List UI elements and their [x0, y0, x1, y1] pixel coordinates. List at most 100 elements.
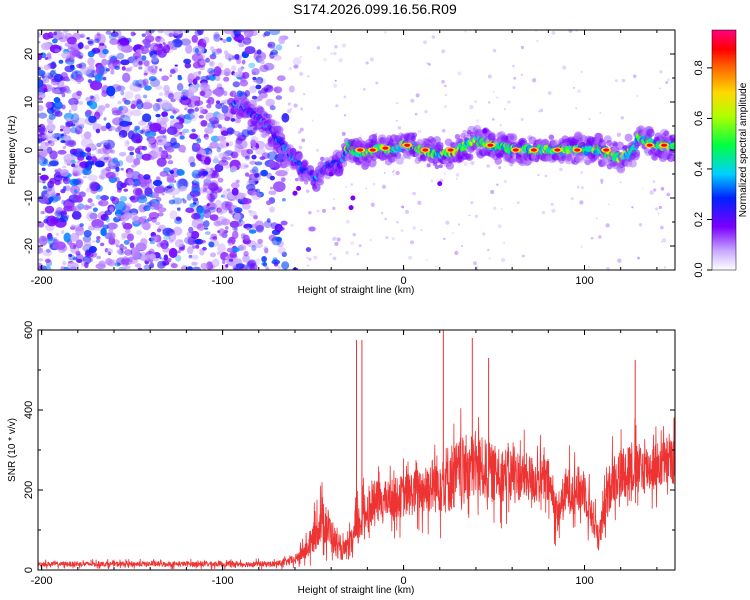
- speckle: [550, 202, 554, 206]
- speckle: [541, 210, 546, 215]
- noise-blob: [199, 54, 205, 60]
- noise-blob: [70, 127, 77, 134]
- noise-blob: [277, 246, 286, 255]
- noise-blob: [60, 230, 65, 234]
- noise-blob: [49, 243, 54, 248]
- noise-blob: [234, 226, 238, 231]
- noise-blob: [141, 128, 146, 133]
- noise-blob: [64, 76, 70, 82]
- noise-blob: [49, 44, 62, 54]
- speckle: [463, 161, 468, 166]
- noise-blob: [143, 60, 150, 67]
- chart-title: S174.2026.099.16.56.R09: [293, 1, 457, 17]
- noise-blob: [259, 64, 269, 73]
- noise-blob: [170, 98, 176, 103]
- noise-blob: [179, 131, 183, 135]
- noise-blob: [177, 76, 183, 81]
- noise-blob: [66, 36, 77, 45]
- noise-blob: [130, 31, 136, 37]
- noise-blob: [265, 98, 275, 107]
- speckle: [417, 200, 422, 205]
- speckle: [486, 164, 490, 168]
- speckle: [659, 70, 663, 74]
- noise-blob: [64, 159, 72, 165]
- spectrogram-ylabel: Frequency (Hz): [7, 116, 18, 185]
- noise-blob: [61, 92, 66, 98]
- noise-blob: [243, 223, 253, 229]
- noise-blob: [213, 155, 219, 160]
- speckle: [345, 250, 349, 255]
- speckle: [359, 135, 362, 138]
- noise-blob: [217, 62, 224, 69]
- noise-blob: [156, 157, 167, 167]
- noise-blob: [210, 69, 215, 73]
- noise-blob: [38, 157, 49, 167]
- noise-blob: [99, 42, 105, 47]
- noise-blob: [211, 120, 220, 129]
- speckle: [369, 57, 374, 62]
- noise-blob: [198, 70, 202, 75]
- speckle: [395, 119, 398, 122]
- noise-blob: [79, 33, 86, 39]
- noise-blob: [249, 151, 253, 155]
- speckle: [642, 187, 644, 190]
- speckle: [492, 90, 495, 93]
- speckle: [638, 223, 643, 227]
- noise-blob: [68, 97, 79, 106]
- noise-blob: [263, 62, 275, 71]
- speckle: [334, 44, 338, 49]
- noise-blob: [117, 160, 124, 167]
- speckle: [614, 79, 618, 82]
- noise-blob: [118, 135, 123, 139]
- noise-blob: [47, 180, 55, 189]
- noise-blob: [39, 174, 49, 181]
- speckle: [595, 217, 598, 220]
- noise-blob: [40, 211, 45, 215]
- noise-blob: [166, 174, 175, 183]
- noise-blob: [38, 235, 48, 246]
- snr-ytick-label: 0: [23, 567, 35, 573]
- speckle: [362, 87, 366, 91]
- noise-blob: [123, 188, 129, 192]
- noise-blob: [102, 48, 109, 55]
- speckle: [464, 30, 467, 33]
- noise-blob: [199, 109, 206, 114]
- noise-blob: [53, 101, 63, 110]
- noise-blob: [119, 243, 125, 251]
- noise-blob: [216, 251, 222, 255]
- noise-blob: [209, 252, 217, 258]
- ridge-halo: [606, 163, 613, 170]
- speckle: [396, 102, 399, 105]
- speckle: [637, 256, 640, 260]
- noise-blob: [114, 262, 121, 267]
- noise-blob: [236, 208, 241, 214]
- noise-blob: [55, 47, 59, 51]
- noise-blob: [158, 212, 164, 217]
- speckle: [307, 75, 310, 78]
- noise-blob: [68, 50, 76, 59]
- speckle: [599, 112, 602, 114]
- noise-blob: [203, 227, 209, 230]
- noise-blob: [176, 207, 181, 211]
- ridge-halo: [320, 156, 325, 162]
- speckle: [544, 174, 548, 178]
- ridge-halo: [624, 133, 633, 142]
- speckle: [497, 224, 502, 229]
- noise-blob: [191, 186, 201, 195]
- noise-blob: [275, 95, 283, 100]
- ridge-spur: [296, 185, 302, 191]
- noise-blob: [54, 110, 63, 117]
- noise-blob: [226, 36, 232, 43]
- noise-blob: [163, 142, 170, 147]
- ridge-halo: [454, 133, 461, 140]
- noise-blob: [208, 150, 212, 156]
- speckle: [516, 201, 520, 205]
- noise-blob: [129, 242, 135, 249]
- speckle: [358, 244, 362, 248]
- noise-blob: [155, 113, 161, 118]
- noise-blob: [191, 169, 202, 179]
- speckle: [570, 197, 574, 201]
- noise-blob: [212, 88, 225, 96]
- noise-blob: [102, 76, 107, 81]
- noise-blob: [217, 124, 222, 129]
